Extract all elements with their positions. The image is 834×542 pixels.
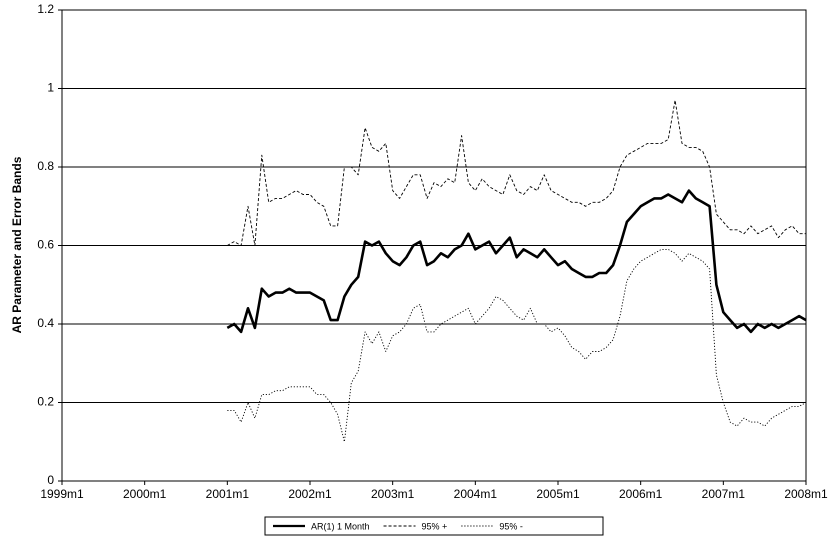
x-tick-label: 2008m1 [784, 487, 828, 501]
y-tick-label: 0.6 [37, 238, 54, 252]
legend-label: 95% - [499, 521, 523, 531]
x-tick-label: 2007m1 [702, 487, 746, 501]
x-tick-label: 2000m1 [123, 487, 167, 501]
x-tick-label: 2005m1 [536, 487, 580, 501]
y-tick-label: 1.2 [37, 2, 54, 16]
legend: AR(1) 1 Month 95% + 95% - [264, 516, 604, 536]
y-tick-label: 0.4 [37, 316, 54, 330]
x-tick-label: 2004m1 [454, 487, 498, 501]
series-line [227, 99, 806, 246]
legend-label: 95% + [422, 521, 448, 531]
y-tick-label: 1 [47, 81, 54, 95]
x-tick-label: 2001m1 [206, 487, 250, 501]
x-tick-label: 2006m1 [619, 487, 663, 501]
y-tick-label: 0 [47, 473, 54, 487]
series-line [226, 189, 807, 334]
y-tick-label: 0.2 [37, 395, 54, 409]
x-tick-label: 2002m1 [288, 487, 332, 501]
series-line [227, 248, 807, 443]
legend-label: AR(1) 1 Month [311, 521, 370, 531]
y-tick-label: 0.8 [37, 159, 54, 173]
x-tick-label: 2003m1 [371, 487, 415, 501]
x-tick-label: 1999m1 [40, 487, 84, 501]
y-axis-label: AR Parameter and Error Bands [10, 156, 24, 333]
plot-frame [61, 9, 807, 482]
legend-box [264, 516, 604, 536]
